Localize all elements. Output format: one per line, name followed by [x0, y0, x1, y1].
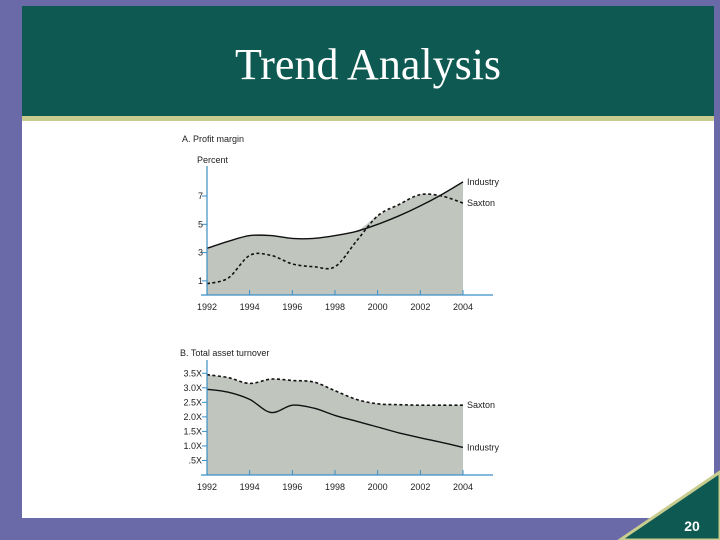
x-tick-label: 1992 — [197, 302, 217, 312]
y-tick-label: 5 — [198, 219, 203, 229]
x-tick-label: 2004 — [453, 482, 473, 492]
slide-title: Trend Analysis — [234, 40, 502, 89]
y-tick-label: 7 — [198, 191, 203, 201]
chart-a-plot: Industry Saxton 1992 1994 1996 1998 2000 2002 20… — [197, 166, 500, 312]
x-tick-label: 2002 — [410, 482, 430, 492]
y-tick-label: 3 — [198, 248, 203, 258]
y-tick-label: 1.5X — [183, 426, 202, 436]
x-tick-label: 1998 — [325, 302, 345, 312]
chart-area-fill — [207, 374, 463, 475]
chart-a-title: A. Profit margin — [182, 134, 244, 144]
x-tick-label: 1998 — [325, 482, 345, 492]
x-tick-label: 2002 — [410, 302, 430, 312]
x-tick-label: 1996 — [282, 302, 302, 312]
y-tick-label: .5X — [188, 455, 202, 465]
chart-b-title: B. Total asset turnover — [180, 348, 269, 358]
chart-area-fill — [207, 181, 463, 295]
chart-a-ylabel: Percent — [197, 155, 229, 165]
y-tick-label: 2.5X — [183, 397, 202, 407]
y-tick-label: 1 — [198, 276, 203, 286]
series-line-saxton — [206, 193, 464, 285]
series-line-industry — [206, 388, 464, 449]
y-tick-label: 2.0X — [183, 412, 202, 422]
series-line-industry — [206, 181, 464, 249]
y-tick-label: 3.5X — [183, 368, 202, 378]
series-label-saxton: Saxton — [467, 400, 495, 410]
series-label-saxton: Saxton — [467, 198, 495, 208]
page-number: 20 — [684, 518, 700, 534]
x-tick-label: 1994 — [240, 302, 260, 312]
x-tick-label: 1996 — [282, 482, 302, 492]
x-tick-label: 2000 — [368, 482, 388, 492]
x-tick-label: 1992 — [197, 482, 217, 492]
x-tick-label: 2000 — [368, 302, 388, 312]
x-tick-label: 2004 — [453, 302, 473, 312]
series-label-industry: Industry — [467, 177, 500, 187]
series-label-industry: Industry — [467, 442, 500, 452]
y-tick-label: 1.0X — [183, 441, 202, 451]
y-tick-label: 3.0X — [183, 383, 202, 393]
x-tick-label: 1994 — [240, 482, 260, 492]
slide-header: Trend Analysis — [22, 6, 714, 121]
chart-b-plot: Saxton Industry 1992 1994 1996 1998 2000 2002 20… — [183, 360, 500, 492]
page-badge — [617, 470, 720, 540]
